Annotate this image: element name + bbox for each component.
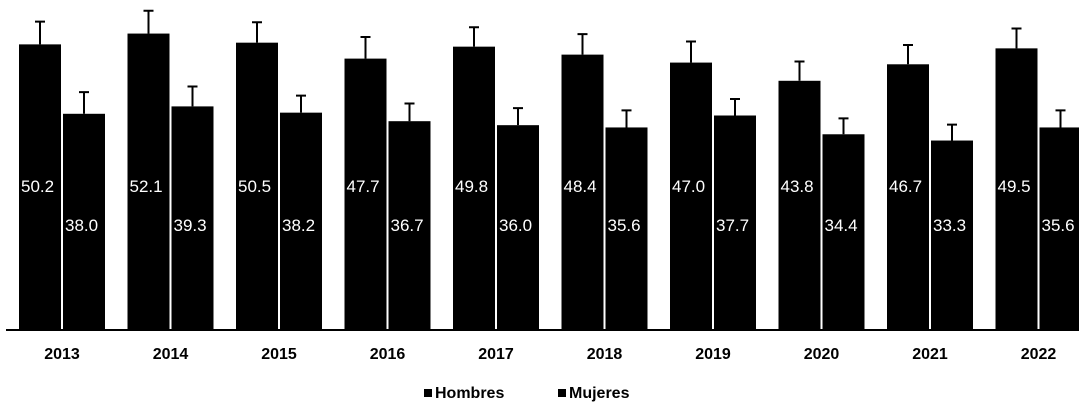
error-bar-hombres-2022 (1011, 27, 1022, 49)
error-bar-mujeres-2015 (296, 94, 306, 113)
error-bar-mujeres-2013 (79, 91, 89, 114)
value-label-hombres-2015: 50.5 (238, 177, 271, 196)
x-tick-label-2017: 2017 (478, 346, 514, 363)
value-label-hombres-2019: 47.0 (672, 177, 705, 196)
legend-label-hombres: Hombres (435, 385, 504, 402)
x-tick-label-2014: 2014 (153, 346, 189, 363)
bar-mujeres-2013 (63, 113, 105, 330)
value-label-hombres-2014: 52.1 (130, 177, 163, 196)
error-bar-mujeres-2022 (1055, 109, 1066, 128)
value-label-hombres-2020: 43.8 (781, 177, 814, 196)
bar-hombres-2014 (127, 33, 170, 330)
x-tick-label-2018: 2018 (587, 346, 623, 363)
error-bar-hombres-2015 (252, 21, 262, 43)
error-bar-hombres-2020 (794, 60, 805, 81)
value-label-mujeres-2015: 38.2 (282, 216, 315, 235)
value-label-hombres-2016: 47.7 (347, 177, 380, 196)
bar-mujeres-2015 (280, 112, 322, 330)
x-tick-label-2020: 2020 (804, 346, 840, 363)
error-bar-mujeres-2020 (838, 117, 849, 135)
x-tick-label-2013: 2013 (44, 346, 80, 363)
x-tick-label-2019: 2019 (695, 346, 731, 363)
legend: Hombres Mujeres (424, 385, 630, 402)
x-tick-label-2021: 2021 (912, 346, 948, 363)
error-bar-hombres-2014 (143, 9, 154, 34)
x-tick-label-2022: 2022 (1021, 346, 1057, 363)
value-label-mujeres-2014: 39.3 (174, 216, 207, 235)
value-label-hombres-2017: 49.8 (455, 177, 488, 196)
value-label-hombres-2022: 49.5 (998, 177, 1031, 196)
error-bar-hombres-2019 (686, 40, 696, 63)
x-tick-label-2015: 2015 (261, 346, 297, 363)
bar-mujeres-2016 (388, 121, 431, 330)
value-labels-layer: 50.2 38.0 52.1 39.3 50.5 38.2 47.7 36.7 49.8 36.0… (21, 177, 1075, 235)
error-bar-mujeres-2019 (730, 98, 740, 116)
bar-mujeres-2017 (497, 125, 539, 330)
bar-hombres-2015 (236, 42, 278, 330)
error-bar-mujeres-2016 (404, 102, 415, 122)
value-label-mujeres-2016: 36.7 (391, 216, 424, 235)
value-label-mujeres-2021: 33.3 (933, 216, 966, 235)
legend-label-mujeres: Mujeres (569, 385, 630, 402)
bar-hombres-2019 (670, 62, 712, 330)
error-bar-hombres-2018 (577, 33, 588, 55)
value-label-mujeres-2019: 37.7 (716, 216, 749, 235)
value-label-mujeres-2020: 34.4 (825, 216, 858, 235)
bar-hombres-2021 (887, 64, 929, 331)
bar-mujeres-2020 (822, 134, 865, 330)
bar-hombres-2013 (19, 44, 61, 331)
bar-mujeres-2014 (171, 106, 214, 331)
value-label-mujeres-2013: 38.0 (65, 216, 98, 235)
x-tick-label-2016: 2016 (370, 346, 406, 363)
error-bar-mujeres-2021 (947, 123, 957, 141)
x-tick-labels-layer: 2013 2014 2015 2016 2017 2018 2019 2020 2021 2022 (44, 346, 1056, 363)
bar-mujeres-2019 (714, 115, 756, 330)
error-bar-hombres-2016 (360, 35, 371, 59)
value-label-hombres-2018: 48.4 (564, 177, 597, 196)
bar-mujeres-2018 (605, 127, 648, 330)
legend-swatch-hombres (424, 389, 432, 397)
error-bar-mujeres-2017 (513, 107, 523, 126)
error-bar-mujeres-2014 (187, 85, 198, 107)
legend-swatch-mujeres (558, 389, 566, 397)
value-label-hombres-2013: 50.2 (21, 177, 54, 196)
value-label-mujeres-2018: 35.6 (608, 216, 641, 235)
bar-hombres-2017 (453, 46, 495, 330)
value-label-mujeres-2017: 36.0 (499, 216, 532, 235)
bar-mujeres-2022 (1039, 127, 1079, 330)
bar-hombres-2016 (344, 58, 387, 330)
error-bar-hombres-2021 (903, 43, 913, 65)
bar-hombres-2018 (561, 54, 604, 330)
bar-hombres-2022 (995, 48, 1038, 331)
bar-hombres-2020 (778, 80, 821, 330)
bars-layer (19, 9, 1079, 331)
error-bar-hombres-2013 (35, 20, 45, 45)
error-bar-mujeres-2018 (621, 109, 632, 128)
error-bar-hombres-2017 (469, 26, 479, 47)
value-label-mujeres-2022: 35.6 (1042, 216, 1075, 235)
value-label-hombres-2021: 46.7 (889, 177, 922, 196)
bar-mujeres-2021 (931, 140, 973, 330)
